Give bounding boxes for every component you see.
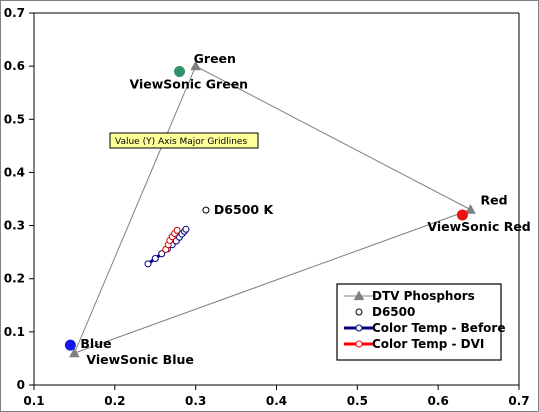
legend-label: DTV Phosphors bbox=[372, 289, 475, 303]
y-tick-label: 0.5 bbox=[4, 112, 25, 126]
legend-item[interactable]: Color Temp - Before bbox=[344, 321, 505, 335]
dtv-phosphor-point[interactable] bbox=[190, 60, 202, 71]
series-color-temp-before-point[interactable] bbox=[182, 225, 190, 233]
legend[interactable]: DTV Phosphors D6500 Color Temp - Before Col… bbox=[336, 283, 505, 361]
series-color-temp-before-point[interactable] bbox=[151, 255, 159, 263]
legend-swatch-circle bbox=[355, 340, 363, 348]
series-d6500-point[interactable] bbox=[202, 206, 210, 214]
point-label: Blue bbox=[80, 336, 111, 351]
viewsonic-point[interactable] bbox=[174, 65, 185, 77]
legend-swatch-circle bbox=[355, 308, 363, 316]
labels-layer: Red Green Blue D6500 K ViewSonic Red ViewSoni… bbox=[80, 51, 530, 367]
point-label: ViewSonic Red bbox=[427, 219, 530, 234]
legend-label: Color Temp - Before bbox=[372, 321, 505, 335]
y-tick-label: 0.6 bbox=[4, 59, 25, 73]
point-label: Red bbox=[481, 193, 508, 208]
y-tick-label: 0.7 bbox=[4, 6, 25, 20]
x-tick-label: 0.1 bbox=[23, 394, 44, 408]
x-tick-label: 0.4 bbox=[266, 394, 287, 408]
viewsonic-point[interactable] bbox=[456, 209, 468, 221]
legend-item[interactable]: D6500 bbox=[355, 305, 415, 319]
y-tick-label: 0 bbox=[17, 378, 25, 392]
y-tick-label: 0.2 bbox=[4, 272, 25, 286]
series-layer bbox=[64, 60, 476, 358]
legend-label: D6500 bbox=[372, 305, 415, 319]
legend-box[interactable] bbox=[336, 283, 502, 361]
series-line-dtv-phosphors bbox=[73, 65, 472, 354]
point-label: ViewSonic Green bbox=[130, 76, 249, 91]
point-label: ViewSonic Blue bbox=[86, 352, 194, 367]
x-tick-label: 0.5 bbox=[347, 394, 368, 408]
x-tick-label: 0.2 bbox=[104, 394, 125, 408]
y-tick-label: 0.1 bbox=[4, 325, 25, 339]
x-tick-label: 0.7 bbox=[508, 394, 529, 408]
series-color-temp-before-point[interactable] bbox=[158, 250, 166, 258]
point-label: Green bbox=[194, 51, 236, 66]
legend-label: Color Temp - DVI bbox=[372, 337, 484, 351]
series-color-temp-before-point[interactable] bbox=[144, 260, 152, 268]
legend-swatch-circle bbox=[355, 324, 363, 332]
tooltip: Value (Y) Axis Major Gridlines bbox=[109, 132, 259, 149]
x-tick-label: 0.3 bbox=[185, 394, 206, 408]
y-tick-label: 0.3 bbox=[4, 219, 25, 233]
tooltip-box bbox=[109, 132, 259, 149]
point-label: D6500 K bbox=[214, 202, 275, 217]
legend-item[interactable]: Color Temp - DVI bbox=[344, 337, 484, 351]
legend-swatch-triangle[interactable] bbox=[353, 290, 365, 301]
series-color-temp-dvi-point[interactable] bbox=[173, 226, 181, 234]
viewsonic-point[interactable] bbox=[64, 339, 76, 351]
dtv-phosphor-point[interactable] bbox=[465, 204, 476, 214]
y-tick-label: 0.4 bbox=[4, 165, 25, 179]
legend-item[interactable]: DTV Phosphors bbox=[344, 289, 475, 303]
axes: 0 0.1 0.2 0.3 0.4 0.5 0.6 0.7 0.1 0.2 0.3 0.4 0.5 0.6… bbox=[4, 6, 530, 408]
x-tick-label: 0.6 bbox=[428, 394, 449, 408]
tooltip-text: Value (Y) Axis Major Gridlines bbox=[115, 137, 247, 147]
dtv-phosphor-point[interactable] bbox=[69, 347, 80, 358]
